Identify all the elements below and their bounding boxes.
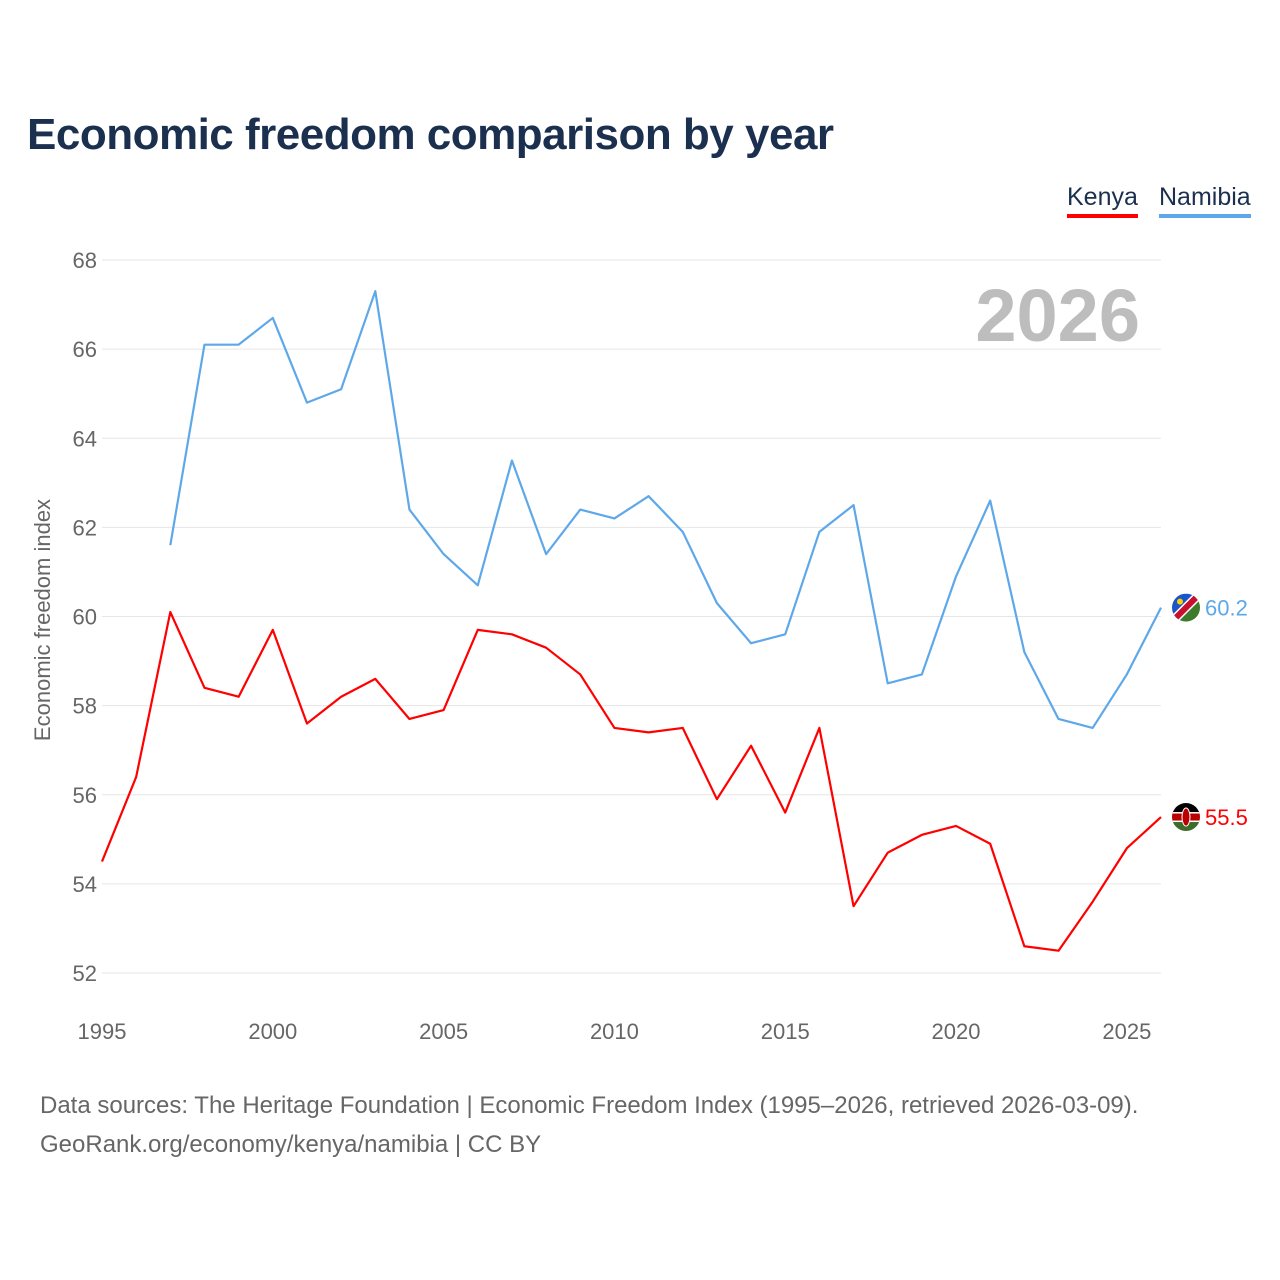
x-tick-label: 1995 [78,1019,127,1044]
x-tick-label: 2005 [419,1019,468,1044]
end-label-namibia: 60.2 [1205,596,1248,621]
y-tick-label: 68 [73,248,97,273]
legend-kenya[interactable]: Kenya [1067,183,1138,218]
y-tick-label: 52 [73,961,97,986]
y-tick-label: 60 [73,605,97,630]
year-watermark: 2026 [975,274,1140,357]
y-tick-label: 54 [73,872,97,897]
series-line-kenya [100,610,1162,952]
footer: Data sources: The Heritage Foundation | … [40,1086,1138,1164]
y-tick-label: 58 [73,694,97,719]
x-tick-label: 2025 [1102,1019,1151,1044]
x-tick-label: 2015 [761,1019,810,1044]
legend-namibia[interactable]: Namibia [1159,183,1251,218]
footer-credit[interactable]: GeoRank.org/economy/kenya/namibia | CC B… [40,1131,542,1158]
end-label-kenya: 55.5 [1205,805,1248,830]
y-tick-label: 56 [73,783,97,808]
x-tick-label: 2000 [248,1019,297,1044]
y-tick-label: 62 [73,515,97,540]
x-tick-label: 2020 [932,1019,981,1044]
footer-sources: Data sources: The Heritage Foundation | … [40,1092,1139,1119]
y-tick-label: 66 [73,337,97,362]
x-tick-label: 2010 [590,1019,639,1044]
chart-title: Economic freedom comparison by year [27,110,834,159]
y-axis-label: Economic freedom index [30,499,55,741]
y-tick-label: 64 [73,426,97,451]
series-line-namibia [169,290,1162,730]
line-chart: 52 54 56 58 60 62 64 66 68 1995 2000 2005 2010 2015 20… [30,248,1248,1044]
